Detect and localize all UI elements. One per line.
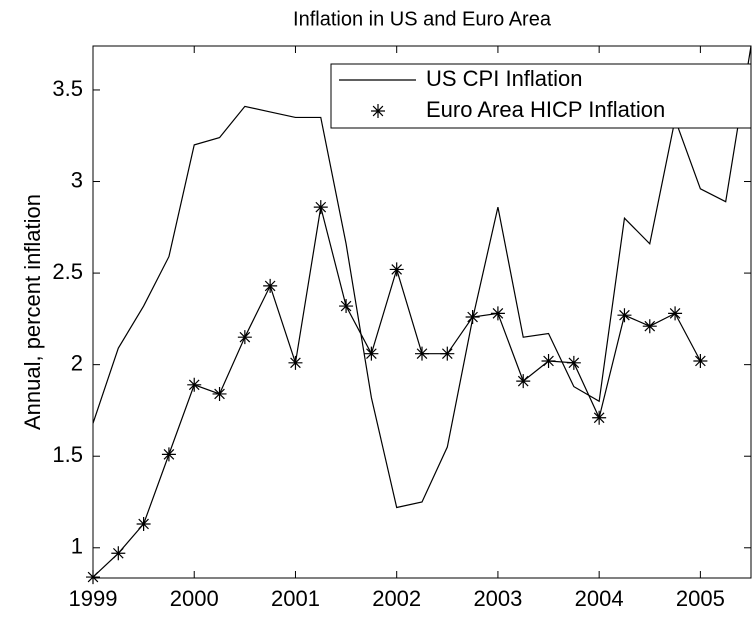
data-point [136, 516, 151, 531]
data-point [566, 355, 581, 370]
x-tick-label: 2000 [170, 586, 219, 611]
y-tick-label: 1.5 [52, 442, 83, 467]
data-point [668, 306, 683, 321]
data-point [642, 319, 657, 334]
data-point [465, 310, 480, 325]
data-point [86, 570, 100, 585]
y-tick-label: 3.5 [52, 76, 83, 101]
legend-label: US CPI Inflation [426, 66, 583, 91]
data-point [111, 546, 126, 561]
data-point [389, 262, 404, 277]
y-tick-label: 3 [71, 167, 83, 192]
data-point [212, 386, 227, 401]
data-point [693, 353, 708, 368]
data-point [313, 200, 328, 215]
data-point [263, 278, 278, 293]
x-tick-label: 2002 [372, 586, 421, 611]
y-tick-label: 2 [71, 350, 83, 375]
data-point [288, 355, 303, 370]
data-point [339, 299, 354, 314]
data-point [440, 346, 455, 361]
data-point [364, 346, 379, 361]
legend-box [330, 63, 752, 129]
x-tick-label: 1999 [69, 586, 118, 611]
data-point [161, 447, 176, 462]
x-tick-label: 2003 [473, 586, 522, 611]
chart-title: Inflation in US and Euro Area [293, 8, 552, 30]
data-point [187, 377, 202, 392]
data-point [617, 308, 632, 323]
data-point [516, 374, 531, 389]
legend-marker [371, 104, 385, 118]
x-tick-label: 2005 [676, 586, 725, 611]
plot-frame [92, 45, 752, 579]
x-tick-label: 2004 [575, 586, 624, 611]
x-tick-label: 2001 [271, 586, 320, 611]
data-point [541, 353, 556, 368]
data-point [415, 346, 429, 361]
y-tick-label: 1 [71, 534, 83, 559]
legend-label: Euro Area HICP Inflation [426, 97, 665, 122]
series-line [93, 46, 751, 509]
y-axis-label: Annual, percent inflation [20, 194, 45, 430]
data-point [237, 330, 252, 345]
y-tick-label: 2.5 [52, 259, 83, 284]
data-point [490, 306, 505, 321]
data-point [592, 410, 607, 425]
